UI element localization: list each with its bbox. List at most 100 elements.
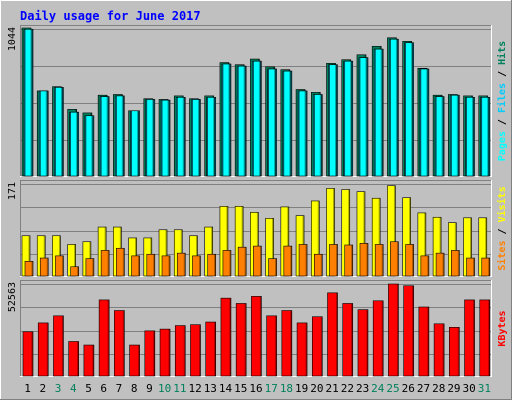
pages-bar-shade [243,66,246,176]
day-label: 3 [55,382,62,395]
pages-bar [237,65,246,177]
pages-bar-shade [121,95,124,176]
pages-bar-shade [106,96,109,176]
visits-bar-shade [439,217,442,276]
kbytes-bar [53,315,64,377]
kbytes-bar-shade [153,330,155,376]
kbytes-bar-shade [366,309,368,376]
pages-bar [435,96,444,177]
pages-bar-shade [76,112,78,176]
sites-bar [55,255,64,277]
sites-bar-shade [92,258,94,276]
legend-kbytes: KBytes [497,310,508,346]
hits-files-pages-legend-separator: / [497,113,508,131]
sites-bar [451,250,460,277]
sites-bar [85,258,95,277]
pages-bar [70,111,78,177]
kbytes-bar-shade [396,284,399,376]
pages-bar-shade [258,61,261,176]
day-label: 21 [326,382,339,395]
legend-visits: Visits [496,186,508,222]
sites-bar [176,252,186,277]
kbytes-bar-shade [214,322,216,376]
kbytes-bar [342,303,354,377]
kbytes-bar-shade [244,303,247,376]
pages-bar [55,87,63,177]
sites-bar-shade [46,258,49,276]
day-label: 5 [85,382,92,395]
sites-bar [466,257,475,277]
day-label: 24 [371,382,385,395]
sites-bar-shade [457,250,460,276]
sites-bar-shade [427,255,429,276]
pages-bar-shade [487,97,489,176]
day-label: 7 [116,382,123,395]
sites-bar [222,250,232,277]
sites-bar-shade [183,253,186,276]
pages-bar-shade [319,94,322,176]
sites-bar-shade [412,244,414,276]
sites-bar [420,255,430,277]
kbytes-bar [190,324,201,377]
day-label: 25 [386,382,399,395]
pages-bar [85,115,94,177]
visits-bar-shade [424,212,426,276]
day-label: 10 [158,382,171,395]
kbytes-y-max-label: 52563 [7,282,18,312]
sites-bar [253,245,262,277]
day-label: 30 [463,382,476,395]
sites-bar-shade [77,266,79,276]
day-label: 15 [234,382,247,395]
kbytes-legend: KBytes [497,310,508,346]
kbytes-bar-shade [305,322,308,376]
day-label: 31 [478,382,491,395]
pages-bar [116,95,124,177]
kbytes-bar [68,341,79,377]
visits-bar-shade [74,244,76,276]
kbytes-bar [129,344,140,377]
sites-bar [237,246,247,277]
kbytes-bar [418,306,430,377]
day-label: 16 [249,382,262,395]
kbytes-bar-shade [275,315,277,376]
pages-bar [481,97,490,177]
legend-files: Files [496,83,508,113]
kbytes-bar-shade [183,325,186,376]
sites-bar-shade [198,255,201,276]
kbytes-bar-shade [457,327,460,376]
hits-files-pages-legend-separator: / [497,65,508,83]
sites-bar-shade [381,244,384,276]
day-label: 12 [188,382,201,395]
kbytes-bar [114,310,125,377]
sites-bar-shade [320,254,323,276]
pages-bar [268,68,276,177]
day-label: 11 [173,382,186,395]
sites-bar [405,244,414,277]
sites-bar [344,244,354,277]
pages-bar-shade [441,96,444,176]
visits-bar-shade [454,222,457,276]
pages-bar [39,90,48,177]
kbytes-bar-shade [122,310,125,376]
visits-bar-shade [226,206,228,276]
sites-bar [359,243,369,277]
pages-bar-shade [137,110,139,176]
visits-bar-shade [28,235,30,276]
sites-bar [70,266,79,277]
kbytes-bar-shade [259,296,262,376]
day-label: 8 [131,382,138,395]
pages-bar-shade [45,90,48,176]
pages-bar-shade [197,99,200,176]
kbytes-bar [388,283,399,377]
pages-bar [313,94,322,177]
visits-bar-shade [333,188,335,276]
kbytes-bar [464,299,475,377]
pages-bar-shade [365,57,367,176]
day-label: 18 [280,382,293,395]
day-label: 1 [24,382,31,395]
pages-bar [253,60,261,177]
visits-bar-shade [287,206,289,276]
sites-bar [374,244,384,277]
pages-bar-shade [411,42,413,176]
